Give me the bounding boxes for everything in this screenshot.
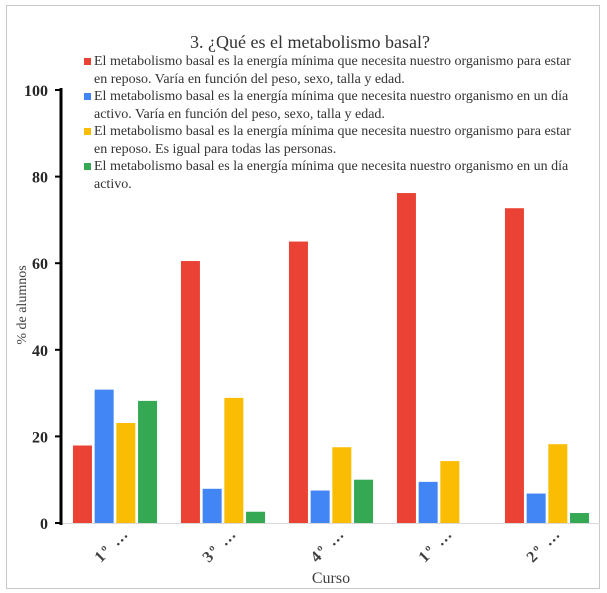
legend-marker bbox=[84, 128, 91, 135]
bar-series-2-category-2 bbox=[202, 488, 222, 523]
y-tick-label: 80 bbox=[32, 170, 48, 187]
legend-entry: El metabolismo basal es la energía mínim… bbox=[82, 53, 582, 88]
legend-label: El metabolismo basal es la energía mínim… bbox=[94, 124, 571, 157]
bar-series-3-category-1 bbox=[116, 422, 136, 523]
bar-series-4-category-1 bbox=[138, 400, 158, 523]
legend-label: El metabolismo basal es la energía mínim… bbox=[94, 89, 569, 122]
legend-label: El metabolismo basal es la energía mínim… bbox=[94, 159, 569, 192]
bar-series-2-category-4 bbox=[418, 481, 438, 523]
y-tick-label: 20 bbox=[32, 429, 48, 446]
bar-series-3-category-3 bbox=[332, 447, 352, 523]
y-tick-label: 40 bbox=[32, 343, 48, 360]
bars-group bbox=[72, 193, 590, 524]
chart-title: 3. ¿Qué es el metabolismo basal? bbox=[190, 32, 430, 52]
bar-series-3-category-2 bbox=[224, 397, 244, 523]
x-axis-title: Curso bbox=[312, 570, 350, 587]
y-tick-label: 60 bbox=[32, 256, 48, 273]
bar-series-2-category-1 bbox=[94, 389, 114, 523]
bar-series-1-category-5 bbox=[504, 208, 524, 523]
bar-series-4-category-2 bbox=[246, 511, 266, 523]
legend-entry: El metabolismo basal es la energía mínim… bbox=[82, 88, 582, 123]
y-tick-label: 0 bbox=[40, 516, 48, 533]
bar-series-3-category-4 bbox=[440, 461, 460, 523]
legend-label: El metabolismo basal es la energía mínim… bbox=[94, 54, 571, 87]
legend-entry: El metabolismo basal es la energía mínim… bbox=[82, 158, 582, 193]
legend-marker bbox=[84, 163, 91, 170]
bar-series-1-category-4 bbox=[396, 193, 416, 524]
bar-series-4-category-5 bbox=[570, 513, 590, 523]
bar-series-1-category-3 bbox=[288, 241, 308, 524]
bar-series-2-category-5 bbox=[526, 493, 546, 523]
bar-series-3-category-5 bbox=[548, 444, 568, 523]
bar-series-1-category-2 bbox=[180, 261, 200, 523]
bar-series-4-category-3 bbox=[354, 479, 374, 523]
bar-series-1-category-1 bbox=[72, 445, 92, 523]
y-tick-label: 100 bbox=[24, 83, 48, 100]
y-axis-ticks: 0 20 40 60 80 100 bbox=[24, 83, 61, 533]
legend-marker bbox=[84, 58, 91, 65]
bar-series-2-category-3 bbox=[310, 490, 330, 523]
legend: El metabolismo basal es la energía mínim… bbox=[82, 53, 582, 193]
y-axis-title: % de alumnos bbox=[15, 265, 30, 344]
legend-entry: El metabolismo basal es la energía mínim… bbox=[82, 123, 582, 158]
legend-marker bbox=[84, 93, 91, 100]
